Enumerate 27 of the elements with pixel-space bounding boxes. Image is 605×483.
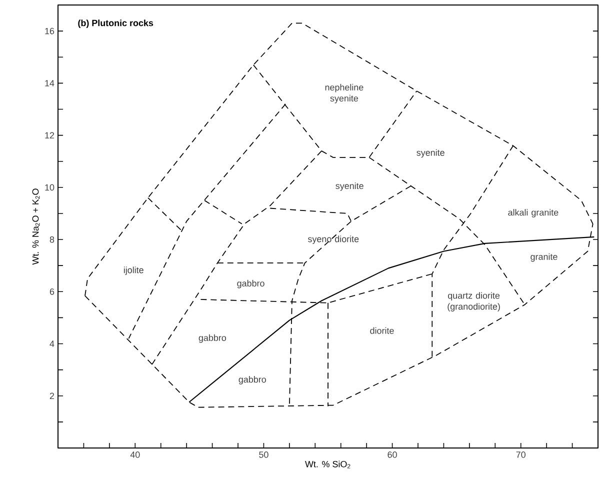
y-tick-label: 2 — [50, 392, 54, 400]
annotation: syeno diorite — [308, 236, 359, 244]
annotation: alkali granite — [508, 209, 558, 218]
annotation: diorite — [370, 327, 394, 334]
x-axis-title: Wt. % SiO$_{2}$ — [305, 460, 350, 468]
annotation: gabbro — [237, 280, 264, 288]
x-tick-label: 40 — [130, 452, 140, 458]
x-tick-label: 70 — [516, 452, 526, 458]
annotation: granite — [530, 253, 558, 262]
annotation: syenite — [416, 149, 444, 158]
y-tick-label: 8 — [50, 236, 54, 243]
annotation: ijolite — [124, 266, 144, 275]
y-tick-label: 6 — [50, 288, 54, 295]
text: (b) Plutonic rocks — [78, 20, 154, 28]
y-tick-label: 4 — [50, 340, 54, 347]
annotation: gabbro — [198, 334, 226, 343]
annotation: quartz diorite (granodiorite) — [448, 292, 500, 312]
y-tick-label: 14 — [45, 80, 54, 86]
annotation: syenite — [336, 182, 364, 191]
annotation: nepheline syenite — [325, 84, 364, 104]
y-axis-title: Wt. % Na$_{2}$O + K$_{2}$O — [32, 188, 40, 265]
annotation: gabbro — [238, 376, 266, 384]
y-tick-label: 16 — [45, 28, 54, 34]
x-tick-label: 50 — [259, 452, 268, 458]
y-tick-label: 10 — [45, 184, 54, 191]
y-tick-label: 12 — [45, 132, 54, 138]
x-tick-label: 60 — [388, 452, 397, 458]
